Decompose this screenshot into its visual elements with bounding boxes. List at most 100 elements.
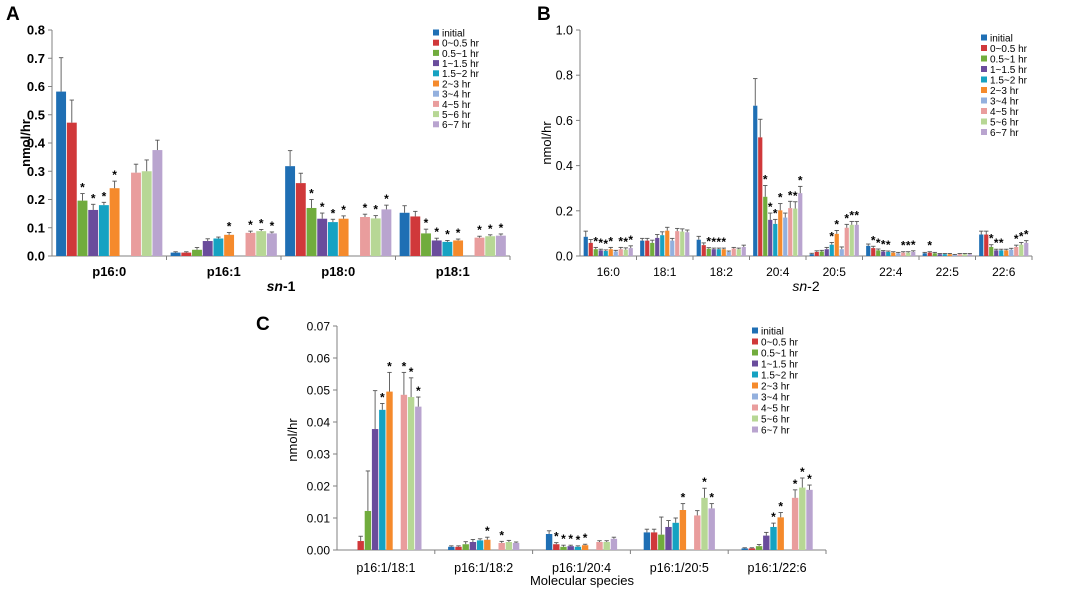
panel-c-ytick-label: 0.07 [307, 320, 331, 334]
panel-c-category-label: p16:1/18:2 [454, 561, 513, 575]
panel-a-significance-star: * [434, 225, 439, 239]
panel-b-bar [788, 208, 793, 256]
panel-b-category-label: 16:0 [597, 265, 621, 279]
panel-b-bar [783, 217, 788, 256]
panel-b-bar [999, 250, 1004, 256]
panel-c-bar [694, 515, 701, 550]
panel-b-bar [618, 249, 623, 256]
panel-b-category-label: 18:1 [653, 265, 677, 279]
panel-b-bar [849, 224, 854, 256]
panel-a-legend-swatch [433, 29, 439, 36]
panel-c-significance-star: * [702, 475, 707, 489]
panel-c-legend-label: 1.5~2 hr [761, 370, 799, 381]
panel-c-bar [379, 409, 386, 550]
panel-b-bar [1019, 244, 1024, 256]
panel-a-significance-star: * [331, 206, 336, 220]
panel-c-bar [386, 391, 393, 550]
panel-b-legend-swatch [981, 118, 987, 125]
panel-c-bar [679, 510, 687, 550]
panel-a-xlabel-rest: -1 [283, 278, 296, 294]
panel-c-bar [643, 532, 651, 550]
panel-b-significance-star: * [989, 232, 994, 246]
panel-b-bar [726, 251, 731, 256]
panel-b-bar [628, 248, 633, 256]
panel-a-bar [295, 183, 306, 256]
panel-a-ylabel: nmol/hr [18, 119, 33, 167]
panel-c-bar [581, 545, 589, 550]
panel-b-significance-star: * [711, 235, 716, 249]
panel-b-bar [655, 237, 660, 256]
panel-c-ytick-label: 0.00 [307, 544, 331, 558]
panel-c-legend-label: 4~5 hr [761, 403, 790, 414]
panel-a-bar [266, 233, 277, 256]
panel-b-bar [881, 251, 886, 256]
panel-b-significance-star: * [927, 239, 932, 253]
panel-c-significance-star: * [387, 359, 392, 373]
panel-b-significance-star: * [871, 233, 876, 247]
panel-b-significance-star: * [763, 172, 768, 186]
panel-c-bar [476, 540, 484, 550]
panel-b-bar [608, 249, 613, 256]
panel-a-legend-label: 4~5 hr [442, 100, 471, 111]
panel-b-bar [773, 223, 778, 256]
panel-b-legend-swatch [981, 34, 987, 41]
panel-c-significance-star: * [568, 532, 573, 546]
panel-b-bar [922, 253, 927, 256]
panel-b-bar [854, 224, 859, 256]
panel-a-ytick-label: 0.8 [27, 23, 45, 38]
panel-a-bar [213, 238, 224, 256]
panel-b-legend-swatch [981, 87, 987, 93]
panel-b-significance-star: * [849, 208, 854, 222]
panel-c-y-ticks: 0.00 0.01 0.02 0.03 0.04 0.05 0.06 0.07 [307, 320, 337, 558]
panel-b-bar [701, 245, 706, 256]
panel-c-bar [560, 546, 567, 550]
panel-c-bar [701, 497, 708, 550]
panel-c-bars [357, 391, 813, 550]
panel-c-bar [755, 546, 763, 550]
panel-c-significance-star: * [485, 524, 490, 538]
panel-c-bar [545, 534, 553, 550]
panel-b-bar [640, 240, 645, 256]
panel-b-bars [583, 105, 1029, 257]
panel-b-category-label: 22:4 [879, 265, 903, 279]
panel-b-bar [741, 246, 746, 256]
panel-a-legend-swatch [433, 39, 439, 46]
panel-b-bar [819, 251, 824, 256]
panel-a-xlabel: sn-1 [267, 278, 296, 294]
panel-a-bar [77, 200, 88, 256]
panel-b-legend-label: 0.5~1 hr [990, 54, 1028, 65]
panel-b-legend-label: initial [990, 33, 1013, 44]
panel-c-significance-star: * [499, 528, 504, 542]
panel-a-ytick-label: 0.4 [27, 136, 46, 151]
panel-b-bar [927, 252, 932, 256]
panel-a-bar [285, 166, 296, 256]
panel-b-significance-star: * [598, 236, 603, 250]
panel-a-significance-star: * [270, 219, 275, 233]
panel-a-ytick-label: 0.0 [27, 249, 45, 264]
panel-b-bar [876, 250, 881, 256]
panel-a-legend-label: 1~1.5 hr [442, 59, 480, 70]
panel-b-significance-star: * [844, 211, 849, 225]
panel-a-legend-label: 2~3 hr [442, 79, 471, 90]
panel-c-bar [407, 397, 415, 550]
panel-b-bar [886, 251, 891, 256]
panel-b-bar [871, 248, 876, 256]
panel-b-significance-star: * [1024, 228, 1029, 242]
panel-c-ytick-label: 0.01 [307, 512, 331, 526]
panel-b-bar [906, 252, 911, 256]
panel-c-letter: C [256, 314, 270, 335]
panel-a-legend-swatch [433, 70, 439, 77]
panel-b-category-label: 22:5 [936, 265, 960, 279]
panel-a-significance-star: * [341, 203, 346, 217]
panel-c-significance-star: * [416, 384, 421, 398]
panel-a-bar [245, 232, 256, 256]
panel-b-legend-label: 5~6 hr [990, 117, 1019, 128]
panel-c-bar [400, 394, 408, 550]
panel-c-bar [415, 406, 422, 550]
panel-a-significance-star: * [309, 187, 314, 201]
panel-a-bar [202, 241, 213, 256]
panel-b-bar [603, 251, 608, 256]
